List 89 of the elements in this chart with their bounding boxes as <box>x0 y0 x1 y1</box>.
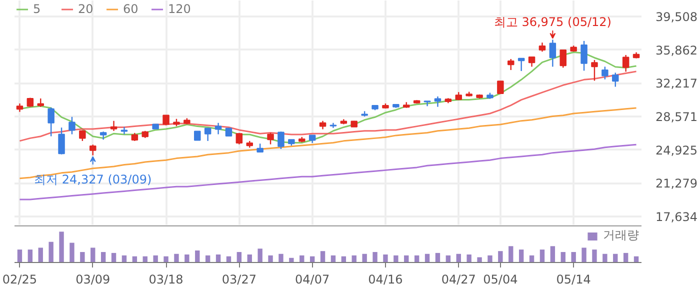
candlestick <box>194 130 201 141</box>
x-tick-label: 04/16 <box>368 272 403 286</box>
bar <box>623 252 628 262</box>
bar <box>508 246 514 262</box>
line-series <box>18 144 638 200</box>
candlestick <box>497 80 504 94</box>
y-tick-label: 24,925 <box>656 143 698 158</box>
candlestick <box>538 42 546 52</box>
candlestick <box>58 126 65 155</box>
bar <box>435 252 440 262</box>
bar <box>571 252 576 262</box>
annotation: 최고 36,975 (05/12) <box>494 15 612 30</box>
candlestick <box>560 49 566 68</box>
candlestick <box>110 120 118 132</box>
y-tick-label: 39,508 <box>656 10 698 24</box>
bar <box>582 248 586 262</box>
bar <box>184 254 190 262</box>
bar <box>320 251 326 262</box>
bar <box>550 246 556 262</box>
legend-label: 거래량 <box>603 227 639 244</box>
candlestick <box>434 96 442 108</box>
x-tick-label: 03/18 <box>148 272 184 286</box>
y-tick-label: 28,571 <box>656 110 698 124</box>
bar <box>80 252 85 262</box>
y-tick-label: 17,634 <box>656 210 698 224</box>
legend-label: 120 <box>168 2 191 16</box>
candlestick <box>278 130 284 150</box>
bar <box>48 242 54 262</box>
bar <box>477 257 482 262</box>
candlestick <box>612 72 619 88</box>
bar <box>498 251 503 262</box>
candlestick <box>90 144 96 156</box>
bar <box>111 252 116 262</box>
legend-label: 20 <box>78 2 94 16</box>
candlestick <box>591 59 598 82</box>
bar <box>278 254 284 262</box>
legend-label: 5 <box>33 2 42 16</box>
x-tick-label: 05/04 <box>483 272 518 286</box>
bar <box>602 254 608 262</box>
bar <box>38 248 43 262</box>
candlestick <box>602 66 608 80</box>
bar <box>28 250 33 262</box>
x-tick-label: 02/25 <box>2 272 38 286</box>
annotation: 최저 24,327 (03/09) <box>34 172 152 187</box>
candlestick <box>48 106 54 137</box>
candlestick <box>622 54 630 72</box>
x-tick-label: 05/14 <box>556 272 591 286</box>
bar <box>488 255 492 262</box>
x-tick-label: 03/09 <box>76 272 110 286</box>
bar <box>560 252 566 262</box>
bar <box>236 252 242 262</box>
y-tick-label: 21,279 <box>656 176 698 191</box>
bar <box>153 255 158 262</box>
bar <box>268 255 273 262</box>
bar <box>164 256 168 262</box>
bar <box>289 258 294 262</box>
bar <box>70 242 74 262</box>
bar <box>174 254 179 262</box>
bar <box>59 232 64 262</box>
y-tick-label: 32,217 <box>656 76 698 91</box>
legend-label: 60 <box>123 2 140 16</box>
candlestick <box>549 39 556 68</box>
x-tick-label: 04/07 <box>295 272 330 286</box>
candlestick <box>162 114 170 126</box>
bar <box>394 255 398 262</box>
bar <box>100 252 106 262</box>
bar <box>258 248 262 262</box>
candlestick <box>120 126 128 135</box>
y-tick-label: 35,862 <box>656 43 698 58</box>
candlestick <box>68 116 76 135</box>
bar <box>592 250 597 262</box>
bar <box>540 250 545 262</box>
bar <box>372 252 378 262</box>
candlestick <box>214 122 222 135</box>
candlestick <box>267 132 274 145</box>
x-tick-label: 03/27 <box>222 272 256 286</box>
candlestick <box>518 58 525 72</box>
bar <box>362 254 367 262</box>
x-tick-label: 04/27 <box>441 272 476 286</box>
candlestick <box>580 40 588 72</box>
bar <box>17 250 22 262</box>
candlestick <box>528 56 536 68</box>
bar <box>466 254 472 262</box>
bar <box>518 250 524 262</box>
bar <box>90 248 96 262</box>
candlestick <box>508 58 514 71</box>
bar <box>383 254 388 262</box>
bar <box>195 250 200 262</box>
candlestick <box>204 128 212 142</box>
